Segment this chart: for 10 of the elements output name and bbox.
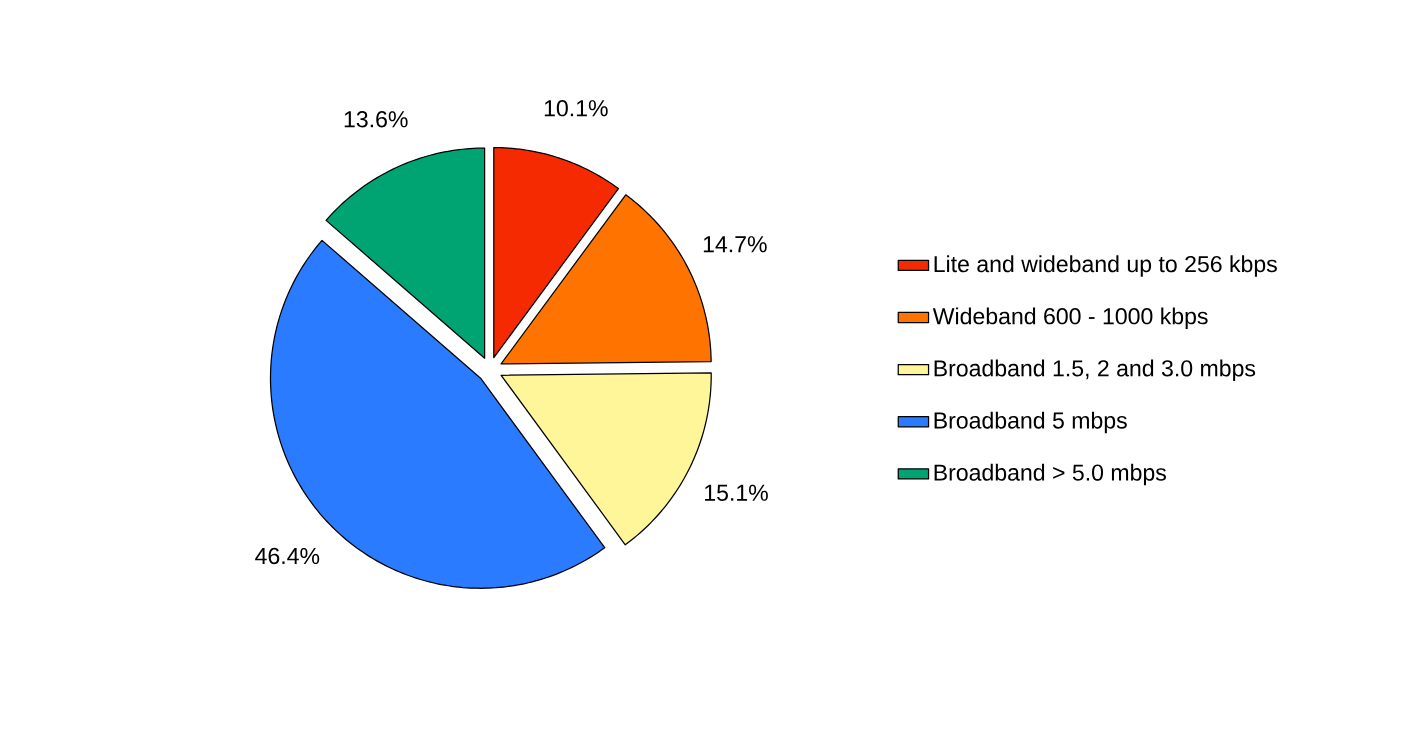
data-label: 13.6% (344, 111, 408, 128)
data-label: 46.4% (255, 547, 320, 565)
data-label: 14.7% (703, 236, 767, 253)
legend-label: Broadband > 5.0 mbps (934, 463, 1166, 486)
legend-label: Lite and wideband up to 256 kbps (934, 255, 1277, 277)
data-label: 15.1% (705, 484, 768, 501)
legend-label: Broadband 5 mbps (934, 411, 1127, 434)
legend-label: Broadband 1.5, 2 and 3.0 mbps (934, 359, 1256, 382)
legend-label: Wideband 600 - 1000 kbps (932, 307, 1208, 330)
data-label: 10.1% (544, 100, 608, 117)
